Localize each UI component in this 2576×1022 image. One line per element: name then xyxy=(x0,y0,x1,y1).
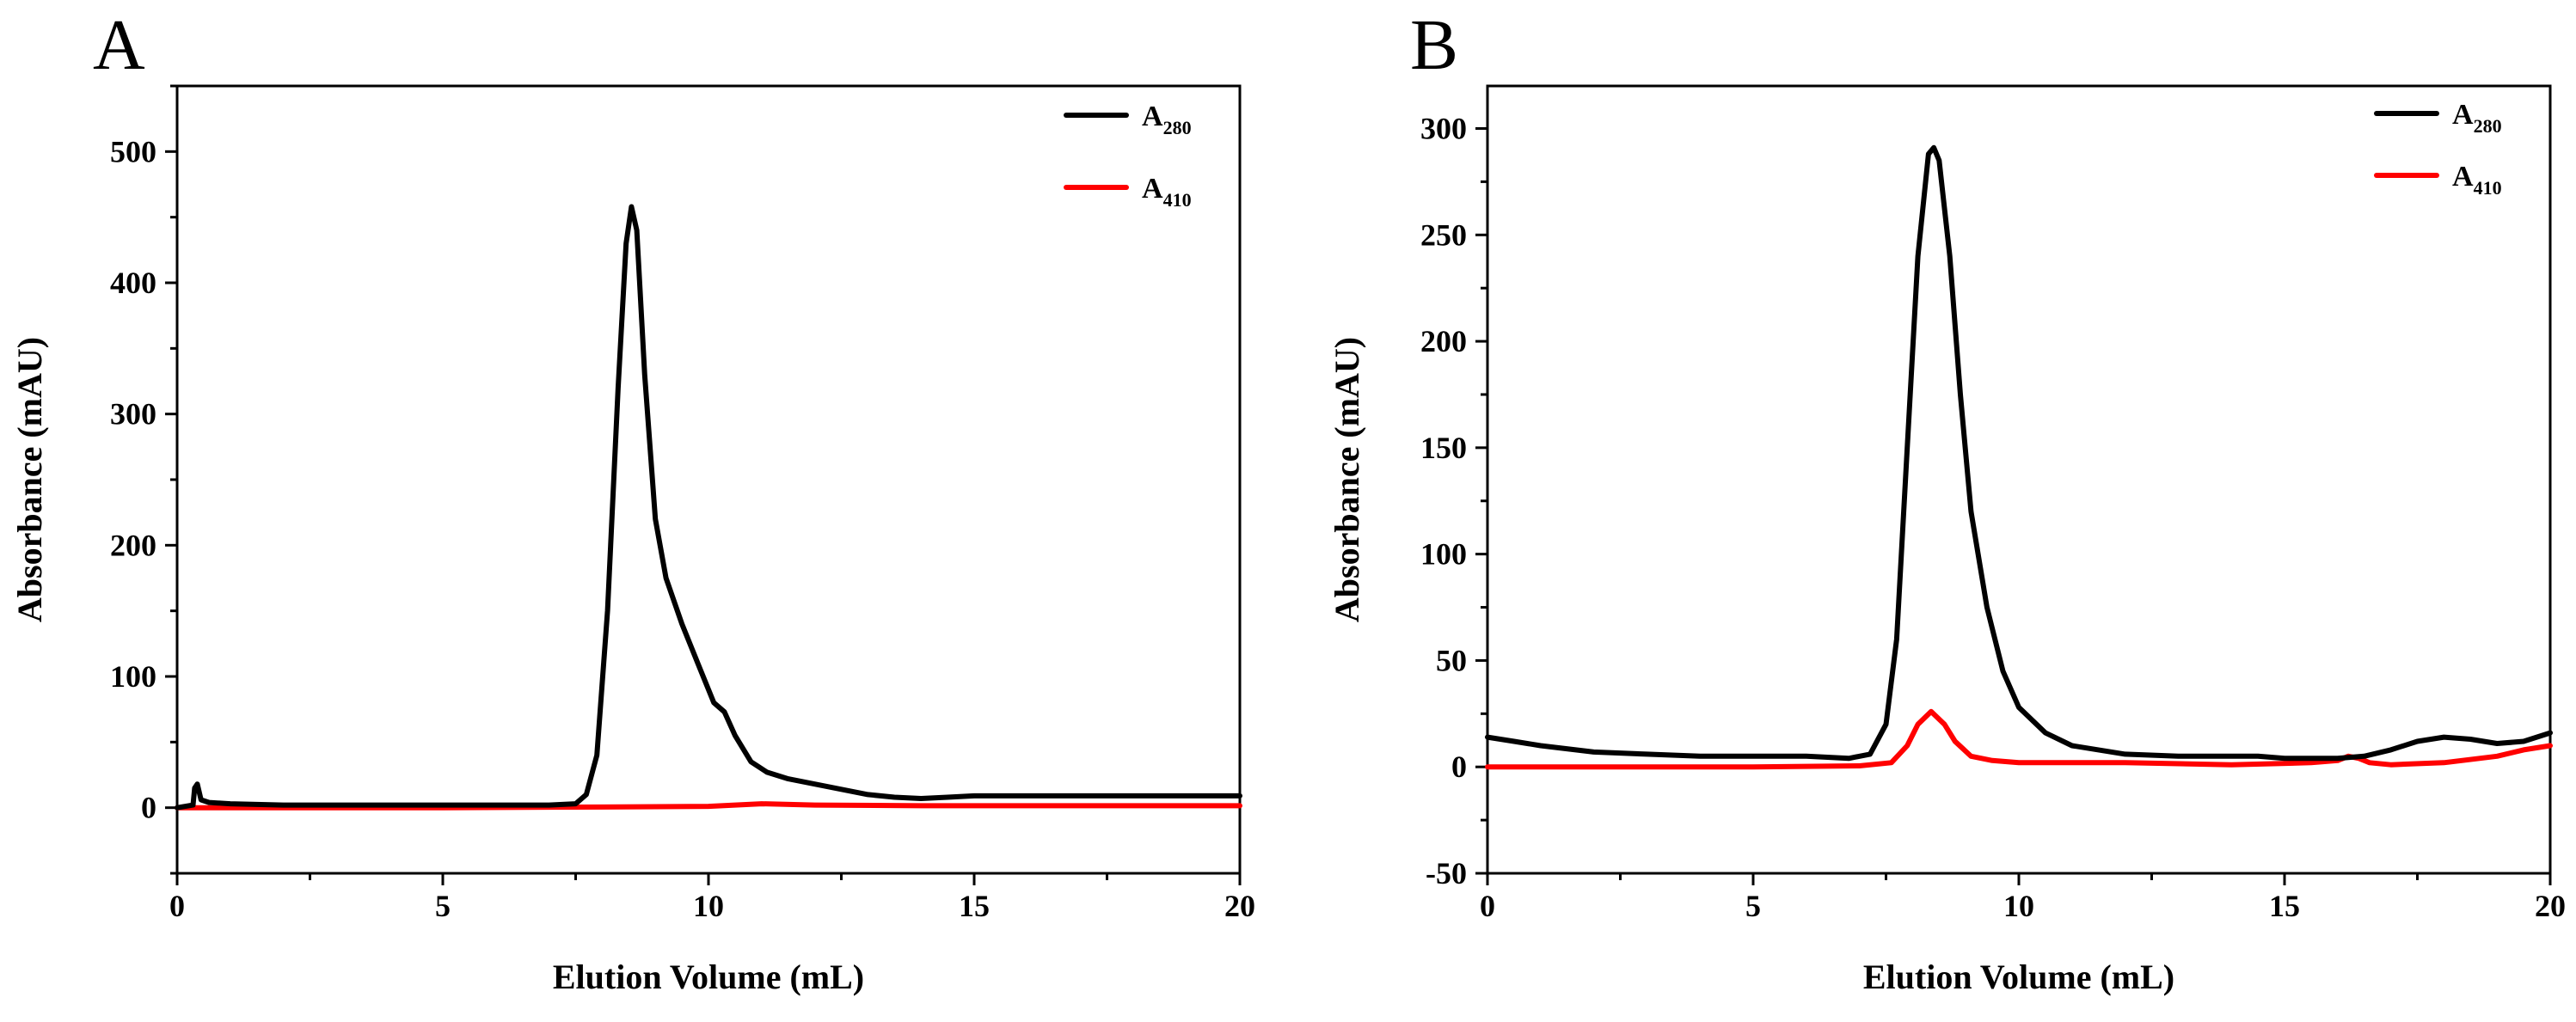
panel-a-axes-frame xyxy=(175,84,1242,875)
panel-a-xtick-label: 5 xyxy=(435,889,451,923)
panel-a-legend-label-a280: A280 xyxy=(1142,101,1192,138)
panel-b-ytick-label: 100 xyxy=(1420,537,1467,572)
panel-a-ytick-label: 500 xyxy=(110,134,156,168)
panel-b-series xyxy=(1485,144,2553,770)
panel-b-series-a280 xyxy=(1485,144,2553,762)
panel-b-ylabel: Absorbance (mAU) xyxy=(1328,337,1366,622)
panel-b-plot-area xyxy=(1485,84,2553,875)
panel-a-legend: A280 A410 xyxy=(1064,101,1192,211)
panel-b-ytick-label: 50 xyxy=(1436,643,1467,677)
panel-a-ytick-label: 300 xyxy=(110,397,156,431)
panel-b-xtick-label: 20 xyxy=(2535,889,2566,923)
panel-b-axes-frame xyxy=(1486,84,2552,875)
panel-a-ytick-label: 200 xyxy=(110,528,156,562)
panel-b-series-a410 xyxy=(1485,708,2553,770)
panel-b-ytick-label: 0 xyxy=(1451,750,1467,784)
panel-a-ylabel: Absorbance (mAU) xyxy=(10,337,49,622)
panel-a-ytick-label: 0 xyxy=(141,791,156,825)
panel-a-xtick-label: 0 xyxy=(169,889,185,923)
panel-a-legend-label-a410: A410 xyxy=(1142,173,1192,211)
panel-b-xtick-label: 0 xyxy=(1480,889,1495,923)
panel-b: B 0 5 10 15 20 -50 0 50 100 150 200 250 300 Elution … xyxy=(1328,5,2566,996)
panel-a-ytick-label: 100 xyxy=(110,659,156,694)
panel-b-legend-label-a280: A280 xyxy=(2452,99,2502,137)
panel-b-ytick-label: 150 xyxy=(1420,431,1467,465)
panel-b-ticks: 0 5 10 15 20 -50 0 50 100 150 200 250 300 xyxy=(1420,112,2566,923)
panel-b-xtick-label: 10 xyxy=(2003,889,2034,923)
panel-a-xlabel: Elution Volume (mL) xyxy=(553,958,864,996)
panel-label-b: B xyxy=(1410,5,1458,85)
panel-b-xtick-label: 15 xyxy=(2269,889,2300,923)
panel-a-plot-area xyxy=(175,84,1242,875)
panel-b-ytick-label: 200 xyxy=(1420,324,1467,358)
panel-a-ytick-label: 400 xyxy=(110,266,156,300)
panel-b-xtick-label: 5 xyxy=(1745,889,1761,923)
panel-b-xlabel: Elution Volume (mL) xyxy=(1863,958,2174,996)
panel-a-xtick-label: 15 xyxy=(959,889,990,923)
panel-b-ytick-label: -50 xyxy=(1426,856,1467,890)
panel-b-ytick-label: 300 xyxy=(1420,112,1467,146)
panel-a-xtick-label: 10 xyxy=(693,889,724,923)
panel-b-ytick-label: 250 xyxy=(1420,217,1467,252)
panel-a-series-a280 xyxy=(175,204,1242,811)
panel-a-series xyxy=(175,204,1242,811)
panel-label-a: A xyxy=(93,5,145,85)
panel-b-legend-label-a410: A410 xyxy=(2452,161,2502,199)
panel-b-legend: A280 A410 xyxy=(2374,99,2502,199)
panel-a-xtick-label: 20 xyxy=(1224,889,1255,923)
